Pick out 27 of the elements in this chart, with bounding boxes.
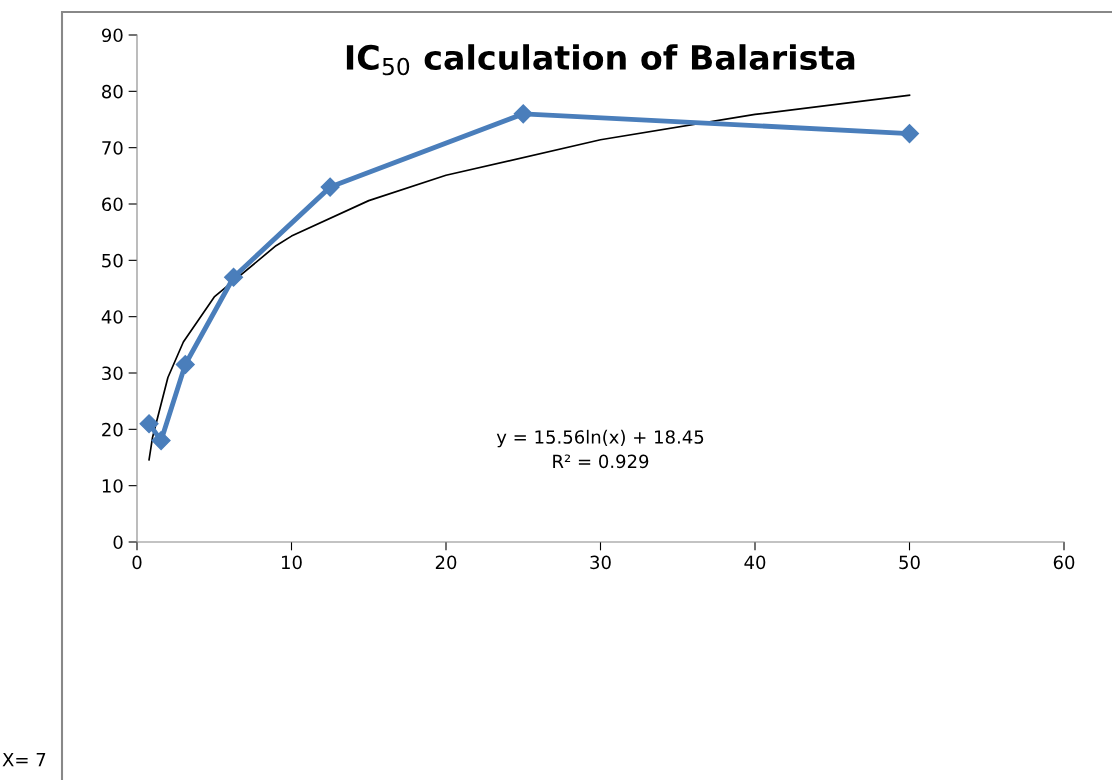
point bbox=[899, 124, 920, 144]
x-tick-label: 60 bbox=[1053, 555, 1075, 570]
x-tick-label: 40 bbox=[744, 555, 766, 570]
point bbox=[513, 104, 533, 124]
y-tick-label: 80 bbox=[102, 84, 123, 99]
point bbox=[151, 431, 171, 451]
x-tick-label: 30 bbox=[590, 555, 611, 570]
chart-title: IC$_{50}$ calculation of Balarista bbox=[346, 44, 855, 76]
point bbox=[320, 177, 340, 197]
x-tick-label: 20 bbox=[435, 555, 457, 570]
point bbox=[175, 355, 195, 375]
y-tick-label: 30 bbox=[102, 366, 123, 381]
y-tick-label: 40 bbox=[101, 310, 123, 324]
x-tick-label: 0 bbox=[132, 555, 142, 570]
y-tick-label: 0 bbox=[113, 535, 123, 550]
y-tick-label: 50 bbox=[102, 253, 123, 268]
point bbox=[224, 267, 244, 287]
x-tick-label: 10 bbox=[282, 555, 302, 570]
text: X= 7 bbox=[2, 753, 46, 767]
y-tick-label: 60 bbox=[102, 197, 123, 212]
point bbox=[139, 414, 159, 434]
y-tick-label: 90 bbox=[101, 28, 123, 43]
annotation: y = 15.56ln(x) + 18.45 R² = 0.929 bbox=[496, 429, 704, 469]
x-tick-label: 50 bbox=[899, 555, 920, 570]
y-tick-label: 20 bbox=[102, 422, 123, 437]
y-tick-label: 70 bbox=[102, 141, 123, 155]
y-tick-label: 10 bbox=[102, 479, 123, 493]
